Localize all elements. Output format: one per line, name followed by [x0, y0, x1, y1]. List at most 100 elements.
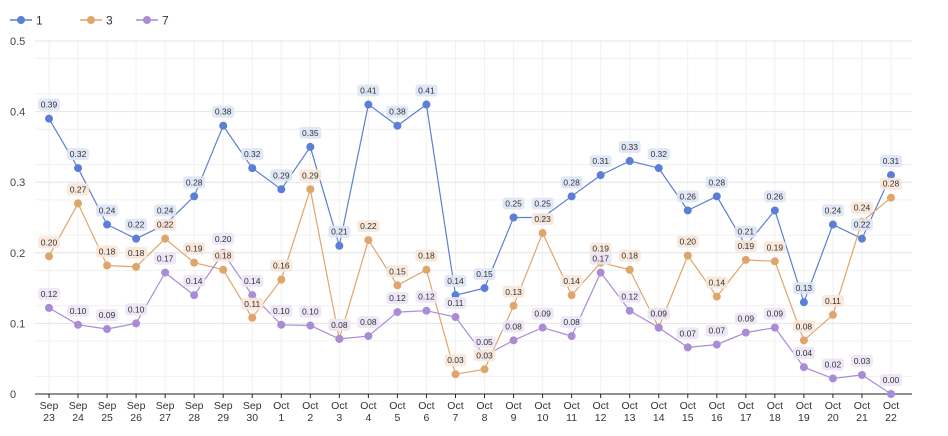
data-label-text: 0.32	[70, 149, 87, 159]
data-point-3[interactable]	[74, 199, 83, 208]
data-point-3[interactable]	[364, 236, 373, 245]
data-label-1: 0.15	[473, 268, 496, 281]
data-point-7[interactable]	[683, 343, 692, 352]
data-point-3[interactable]	[770, 257, 779, 266]
data-point-1[interactable]	[799, 298, 808, 307]
data-point-1[interactable]	[132, 234, 141, 243]
data-point-3[interactable]	[306, 185, 315, 194]
data-point-3[interactable]	[422, 265, 431, 274]
data-point-7[interactable]	[335, 334, 344, 343]
data-point-7[interactable]	[161, 268, 170, 277]
data-point-1[interactable]	[857, 234, 866, 243]
x-tick-label: Oct	[302, 400, 318, 412]
data-point-3[interactable]	[683, 251, 692, 260]
data-point-3[interactable]	[538, 229, 547, 238]
data-point-1[interactable]	[364, 100, 373, 109]
legend-item-3[interactable]: 3	[80, 14, 113, 28]
data-point-3[interactable]	[480, 365, 489, 374]
legend-item-1[interactable]: 1	[10, 14, 43, 28]
data-point-1[interactable]	[625, 157, 634, 166]
data-point-1[interactable]	[306, 142, 315, 151]
data-point-3[interactable]	[248, 313, 257, 322]
data-label-1: 0.22	[125, 218, 148, 231]
data-point-3[interactable]	[190, 258, 199, 267]
data-point-1[interactable]	[422, 100, 431, 109]
data-point-3[interactable]	[393, 281, 402, 290]
data-point-7[interactable]	[393, 308, 402, 317]
data-point-7[interactable]	[887, 390, 895, 398]
data-point-7[interactable]	[422, 306, 431, 315]
data-point-1[interactable]	[567, 192, 576, 201]
x-tick-label: 26	[130, 412, 142, 424]
data-point-7[interactable]	[712, 340, 721, 349]
data-point-3[interactable]	[625, 265, 634, 274]
data-point-3[interactable]	[828, 310, 837, 319]
data-point-1[interactable]	[654, 164, 663, 173]
data-point-3[interactable]	[45, 252, 53, 261]
data-point-3[interactable]	[161, 234, 170, 243]
data-point-1[interactable]	[712, 192, 721, 201]
data-point-7[interactable]	[654, 323, 663, 332]
data-point-7[interactable]	[741, 328, 750, 337]
data-point-7[interactable]	[277, 320, 286, 329]
data-point-1[interactable]	[683, 206, 692, 215]
data-point-3[interactable]	[712, 292, 721, 301]
data-point-1[interactable]	[480, 284, 489, 293]
data-point-7[interactable]	[364, 332, 373, 341]
legend[interactable]: 1 3 7	[10, 14, 169, 28]
data-point-1[interactable]	[190, 192, 199, 201]
data-label-text: 0.16	[273, 261, 290, 271]
data-point-7[interactable]	[828, 374, 837, 383]
data-point-1[interactable]	[887, 171, 895, 180]
legend-item-7[interactable]: 7	[136, 14, 169, 28]
data-label-3: 0.22	[154, 218, 177, 231]
data-point-7[interactable]	[567, 332, 576, 341]
data-point-3[interactable]	[451, 370, 460, 379]
data-label-text: 0.28	[186, 177, 203, 187]
data-point-7[interactable]	[799, 363, 808, 372]
data-point-1[interactable]	[277, 185, 286, 194]
data-point-1[interactable]	[219, 121, 228, 130]
data-point-7[interactable]	[306, 321, 315, 330]
x-tick-label: 13	[624, 412, 636, 424]
data-point-7[interactable]	[103, 325, 112, 334]
data-point-1[interactable]	[509, 213, 518, 222]
data-point-1[interactable]	[770, 206, 779, 215]
data-point-7[interactable]	[45, 303, 53, 312]
data-label-text: 0.41	[360, 86, 377, 96]
data-point-7[interactable]	[74, 320, 83, 329]
data-point-3[interactable]	[132, 262, 141, 271]
data-point-1[interactable]	[248, 164, 257, 173]
data-point-1[interactable]	[45, 114, 53, 123]
data-point-3[interactable]	[567, 291, 576, 300]
data-point-7[interactable]	[596, 268, 605, 277]
data-point-7[interactable]	[625, 306, 634, 315]
data-point-1[interactable]	[103, 220, 112, 229]
data-point-7[interactable]	[451, 313, 460, 322]
data-point-3[interactable]	[799, 336, 808, 345]
data-point-7[interactable]	[857, 370, 866, 379]
data-point-1[interactable]	[74, 164, 83, 173]
data-point-3[interactable]	[741, 255, 750, 264]
data-point-3[interactable]	[277, 275, 286, 284]
data-point-3[interactable]	[887, 193, 895, 202]
data-point-7[interactable]	[509, 336, 518, 345]
data-label-7: 0.10	[125, 303, 148, 316]
data-point-1[interactable]	[596, 171, 605, 180]
data-label-text: 0.19	[186, 244, 203, 254]
data-label-text: 0.20	[41, 237, 58, 247]
data-point-7[interactable]	[132, 319, 141, 328]
data-point-3[interactable]	[219, 265, 228, 274]
data-point-7[interactable]	[770, 323, 779, 332]
data-label-text: 0.02	[825, 359, 842, 369]
data-point-1[interactable]	[335, 241, 344, 250]
x-tick-label: Sep	[156, 400, 175, 412]
data-label-bg	[502, 197, 525, 210]
data-point-1[interactable]	[828, 220, 837, 229]
data-point-7[interactable]	[538, 323, 547, 332]
data-point-7[interactable]	[190, 291, 199, 300]
data-point-3[interactable]	[103, 261, 112, 270]
data-point-7[interactable]	[248, 291, 257, 300]
data-point-3[interactable]	[509, 301, 518, 310]
data-point-1[interactable]	[393, 121, 402, 130]
